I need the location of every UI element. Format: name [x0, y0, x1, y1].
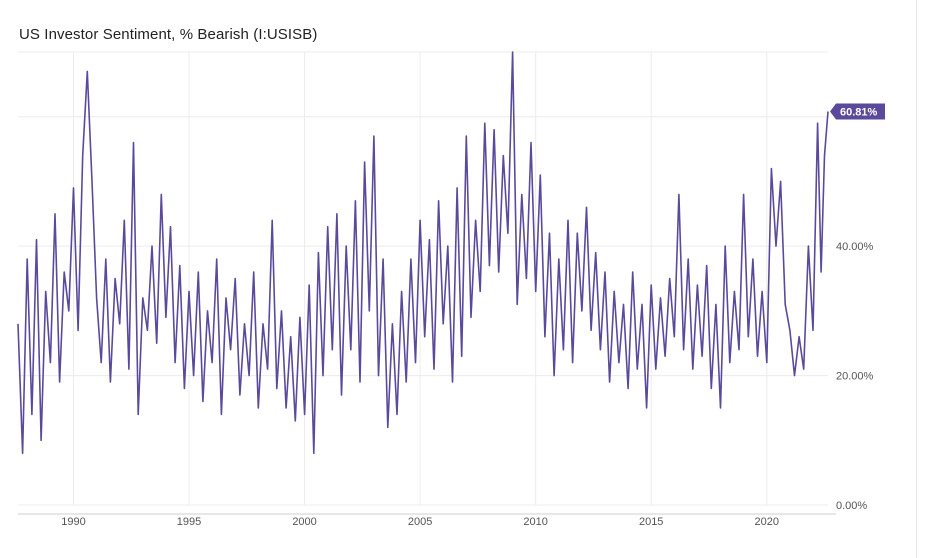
- last-value-badge-shape: [830, 103, 885, 120]
- y-tick-label: 0.00%: [836, 500, 867, 512]
- x-tick-label: 1990: [61, 516, 85, 528]
- x-tick-label: 2000: [292, 516, 316, 528]
- x-axis-labels: 1990 1995 2000 2005 2010 2015 2020: [61, 516, 779, 528]
- last-value-badge: 60.81%: [830, 103, 885, 120]
- series-group: [17, 51, 829, 454]
- series-line: [17, 51, 829, 454]
- x-tick-label: 2015: [639, 516, 663, 528]
- x-tick-label: 2010: [523, 516, 547, 528]
- x-tick-label: 1995: [177, 516, 201, 528]
- y-tick-label: 40.00%: [836, 241, 874, 253]
- chart-title: US Investor Sentiment, % Bearish (I:USIS…: [19, 26, 318, 43]
- x-tick-label: 2005: [408, 516, 432, 528]
- last-value-label: 60.81%: [840, 106, 878, 118]
- card-right-border: [916, 0, 917, 558]
- x-tick-label: 2020: [755, 516, 779, 528]
- y-tick-label: 20.00%: [836, 371, 874, 383]
- y-axis-labels: 0.00% 20.00% 40.00%: [836, 241, 874, 512]
- grid-lines: [18, 51, 836, 515]
